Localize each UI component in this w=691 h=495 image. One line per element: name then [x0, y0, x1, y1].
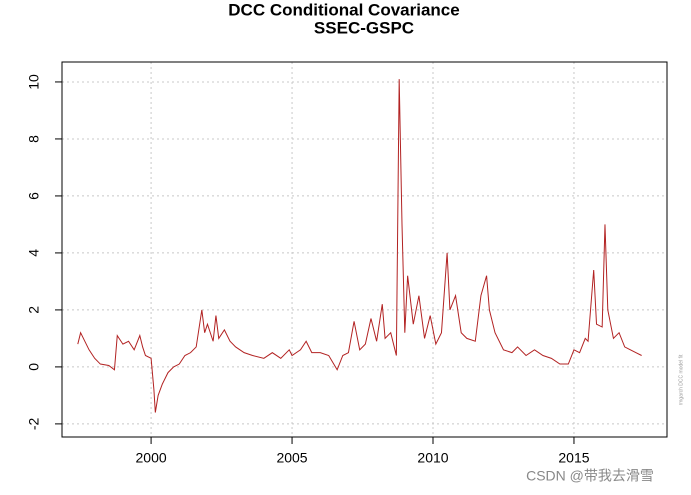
x-tick-label: 2000: [136, 450, 167, 466]
chart-subtitle: SSEC-GSPC: [314, 18, 414, 37]
chart-title: DCC Conditional Covariance: [228, 0, 459, 19]
annotation: rmgarch DCC model fit: [678, 354, 684, 405]
y-tick-label: 0: [26, 363, 42, 371]
x-tick-label: 2015: [558, 450, 589, 466]
plot-frame: [61, 61, 668, 438]
series-line: [77, 79, 642, 413]
y-tick-label: 6: [26, 192, 42, 200]
watermark: CSDN @带我去滑雪: [526, 468, 654, 484]
y-tick-label: 2: [26, 306, 42, 314]
x-tick-label: 2010: [417, 450, 448, 466]
x-tick-label: 2005: [276, 450, 307, 466]
y-tick-label: 10: [26, 74, 42, 90]
y-tick-label: -2: [26, 417, 42, 430]
y-tick-label: 4: [26, 249, 42, 257]
y-tick-label: 8: [26, 135, 42, 143]
